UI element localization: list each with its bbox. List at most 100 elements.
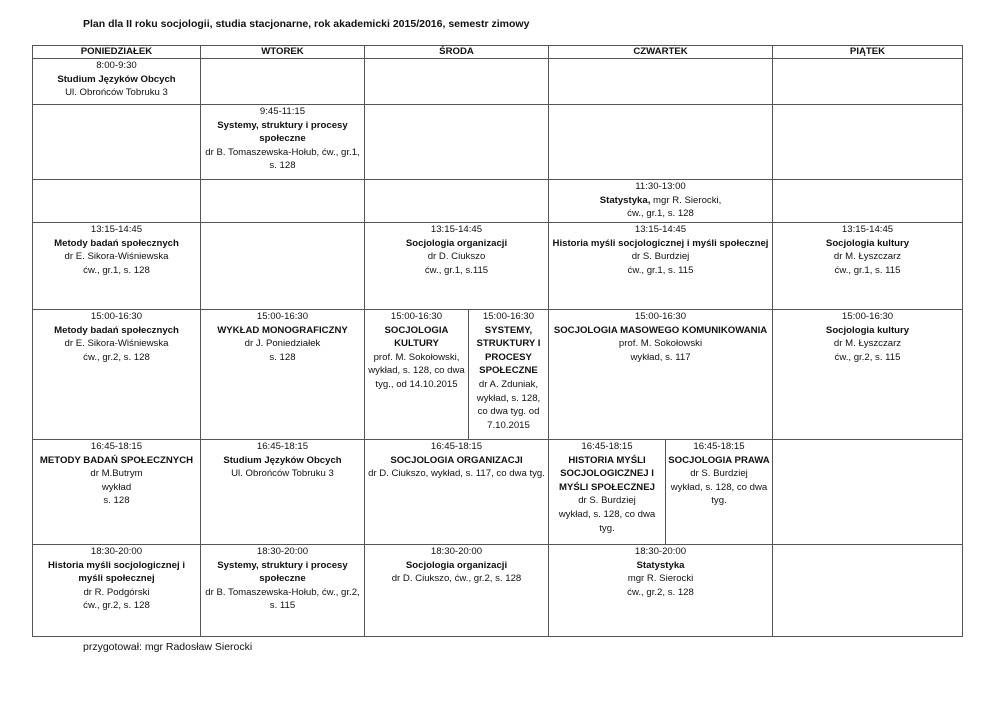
class-info-line: Statystyka, mgr R. Sierocki, <box>551 194 770 208</box>
class-detail: dr M. Łyszczarz <box>833 338 902 350</box>
empty-cell <box>772 439 964 545</box>
schedule-row: 18:30-20:00 Historia myśli socjologicznej… <box>32 544 964 637</box>
empty-cell <box>200 222 365 310</box>
class-detail: ćw., gr.2, s. 128 <box>83 600 150 612</box>
class-detail: ćw., gr.2, s. 128 <box>627 586 694 598</box>
class-detail: dr S. Burdziej <box>578 495 636 507</box>
class-title: SYSTEMY, STRUKTURY I PROCESY SPOŁECZNE <box>476 324 541 377</box>
class-cell: 18:30-20:00 Systemy, struktury i procesy … <box>200 544 365 637</box>
schedule-row: 16:45-18:15 METODY BADAŃ SPOŁECZNYCH dr M.… <box>32 439 964 545</box>
class-detail: ćw., gr.1, s. 115 <box>834 264 901 276</box>
class-title: Historia myśli socjologicznej i myśli sp… <box>552 237 769 249</box>
class-time: 18:30-20:00 <box>430 546 483 557</box>
class-cell: 16:45-18:15 Studium Języków Obcych Ul. Obr… <box>200 439 365 545</box>
class-time: 18:30-20:00 <box>634 546 687 557</box>
class-time: 13:15-14:45 <box>841 224 894 235</box>
class-detail: prof. M. Sokołowski <box>618 338 703 350</box>
empty-cell <box>364 104 549 180</box>
class-title: Metody badań społecznych <box>54 324 179 336</box>
class-time: 15:00-16:30 <box>841 311 894 322</box>
class-cell: 16:45-18:15 SOCJOLOGIA PRAWA dr S. Burdzie… <box>664 439 774 545</box>
class-detail: ćw., gr.1, s. 128 <box>83 264 150 276</box>
class-time: 16:45-18:15 <box>430 441 483 452</box>
empty-cell <box>364 179 549 223</box>
empty-cell <box>772 104 964 180</box>
class-time: 15:00-16:30 <box>482 311 535 322</box>
class-time: 15:00-16:30 <box>634 311 687 322</box>
class-detail: dr D. Ciukszo <box>427 251 486 263</box>
class-cell: 11:30-13:00 Statystyka, mgr R. Sierocki, ć… <box>547 179 774 223</box>
class-detail: dr A. Zduniak, wykład, s. 128, co dwa ty… <box>476 378 541 431</box>
class-cell: 16:45-18:15 SOCJOLOGIA ORGANIZACJI dr D. C… <box>364 439 549 545</box>
class-detail: Ul. Obrońców Tobruku 3 <box>231 468 334 480</box>
class-detail: dr D. Ciukszo, ćw., gr.2, s. 128 <box>391 573 522 585</box>
class-detail: ćw., gr.1, s. 115 <box>627 264 694 276</box>
empty-cell <box>200 179 365 223</box>
class-time: 15:00-16:30 <box>256 311 309 322</box>
class-title: Socjologia kultury <box>825 324 910 336</box>
schedule-row: 11:30-13:00 Statystyka, mgr R. Sierocki, ć… <box>32 179 964 223</box>
class-detail: ćw., gr.2, s. 115 <box>834 351 901 363</box>
day-header-friday: PIĄTEK <box>772 45 964 59</box>
class-time: 16:45-18:15 <box>693 441 745 452</box>
class-detail: wykład, s. 128, co dwa tyg. <box>558 508 656 534</box>
day-header-thursday: CZWARTEK <box>547 45 774 59</box>
class-detail: dr D. Ciukszo, wykład, s. 117, co dwa ty… <box>368 468 545 480</box>
class-time: 8:00-9:30 <box>96 60 137 71</box>
class-detail: dr B. Tomaszewska-Hołub, ćw., gr.1, s. 1… <box>205 146 360 172</box>
class-title: Metody badań społecznych <box>54 237 179 249</box>
class-detail: dr E. Sikora-Wiśniewska <box>64 338 169 350</box>
day-header-tuesday: WTOREK <box>200 45 365 59</box>
class-cell: 18:30-20:00 Historia myśli socjologicznej… <box>32 544 201 637</box>
class-time: 11:30-13:00 <box>635 181 686 192</box>
class-cell: 13:15-14:45 Metody badań społecznych dr E.… <box>32 222 201 310</box>
class-detail: s. 128 <box>269 351 296 363</box>
schedule-table: PONIEDZIAŁEK WTOREK ŚRODA CZWARTEK PIĄTE… <box>32 45 964 637</box>
class-time: 18:30-20:00 <box>256 546 309 557</box>
prepared-by-note: przygotował: mgr Radosław Sierocki <box>83 641 253 653</box>
class-cell: 15:00-16:30 SOCJOLOGIA KULTURY prof. M. So… <box>364 309 469 440</box>
class-detail: dr E. Sikora-Wiśniewska <box>64 251 169 263</box>
class-title: Socjologia kultury <box>825 237 910 249</box>
class-cell: 13:15-14:45 Socjologia organizacji dr D. C… <box>364 222 549 310</box>
empty-cell <box>772 544 964 637</box>
class-cell: 13:15-14:45 Historia myśli socjologicznej… <box>547 222 774 310</box>
class-cell: 18:30-20:00 Statystyka mgr R. Sierocki ćw.,… <box>547 544 774 637</box>
header-row: PONIEDZIAŁEK WTOREK ŚRODA CZWARTEK PIĄTE… <box>32 45 964 59</box>
empty-cell <box>772 58 964 105</box>
class-detail: wykład, s. 128, co dwa tyg. <box>670 481 768 507</box>
class-time: 15:00-16:30 <box>390 311 443 322</box>
empty-cell <box>772 179 964 223</box>
empty-cell <box>547 104 774 180</box>
class-cell: 15:00-16:30 Socjologia kultury dr M. Łyszc… <box>772 309 964 440</box>
empty-cell <box>32 179 201 223</box>
class-time: 13:15-14:45 <box>90 224 143 235</box>
day-header-monday: PONIEDZIAŁEK <box>32 45 201 59</box>
class-detail: s. 128 <box>103 495 130 507</box>
class-cell: 9:45-11:15 Systemy, struktury i procesy s… <box>200 104 365 180</box>
class-detail: Ul. Obrońców Tobruku 3 <box>65 87 168 99</box>
class-title: Socjologia organizacji <box>405 237 508 249</box>
class-time: 16:45-18:15 <box>256 441 309 452</box>
class-detail: mgr R. Sierocki <box>627 573 694 585</box>
class-detail: mgr R. Sierocki, <box>650 194 722 206</box>
class-time: 18:30-20:00 <box>90 546 143 557</box>
class-title: Systemy, struktury i procesy społeczne <box>217 119 348 145</box>
class-cell: 16:45-18:15 METODY BADAŃ SPOŁECZNYCH dr M.… <box>32 439 201 545</box>
class-time: 16:45-18:15 <box>581 441 633 452</box>
class-detail: ćw., gr.2, s. 128 <box>83 351 150 363</box>
class-cell: 15:00-16:30 Metody badań społecznych dr E.… <box>32 309 201 440</box>
class-detail: ćw., gr.1, s. 128 <box>627 208 694 220</box>
empty-cell <box>364 58 549 105</box>
class-title: HISTORIA MYŚLI SOCJOLOGICZNEJ I MYŚLI SP… <box>559 454 655 493</box>
class-detail: ćw., gr.1, s.115 <box>424 264 489 276</box>
class-time: 9:45-11:15 <box>259 106 306 117</box>
class-detail: dr M. Łyszczarz <box>833 251 902 263</box>
schedule-row: 15:00-16:30 Metody badań społecznych dr E.… <box>32 309 964 440</box>
class-detail: dr S. Burdziej <box>690 468 748 480</box>
class-time: 13:15-14:45 <box>634 224 687 235</box>
class-title: Socjologia organizacji <box>405 559 508 571</box>
class-title: WYKŁAD MONOGRAFICZNY <box>217 324 348 336</box>
class-title: Historia myśli socjologicznej i myśli sp… <box>47 559 185 585</box>
class-title: METODY BADAŃ SPOŁECZNYCH <box>39 454 194 466</box>
